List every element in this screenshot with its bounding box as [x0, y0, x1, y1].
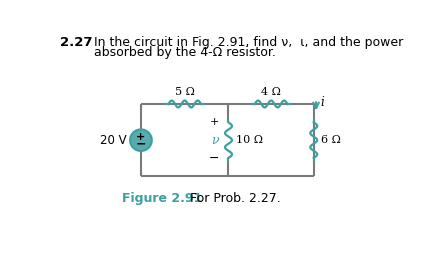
- Text: +: +: [210, 117, 219, 127]
- Circle shape: [130, 130, 152, 151]
- Text: 5 Ω: 5 Ω: [175, 87, 195, 97]
- Text: Figure 2.91: Figure 2.91: [123, 192, 203, 205]
- Text: In the circuit in Fig. 2.91, find ν,  ι, and the power: In the circuit in Fig. 2.91, find ν, ι, …: [94, 36, 404, 49]
- Text: 6 Ω: 6 Ω: [321, 135, 341, 145]
- Text: ν: ν: [211, 134, 218, 147]
- Text: 20 V: 20 V: [100, 134, 127, 147]
- Text: 2.27: 2.27: [60, 36, 93, 49]
- Text: +: +: [136, 132, 145, 142]
- Text: For Prob. 2.27.: For Prob. 2.27.: [174, 192, 281, 205]
- Text: −: −: [209, 152, 219, 165]
- Text: 4 Ω: 4 Ω: [261, 87, 281, 97]
- Text: −: −: [136, 137, 146, 151]
- Text: absorbed by the 4-Ω resistor.: absorbed by the 4-Ω resistor.: [94, 46, 276, 59]
- Text: i: i: [321, 96, 324, 109]
- Text: 10 Ω: 10 Ω: [236, 135, 263, 145]
